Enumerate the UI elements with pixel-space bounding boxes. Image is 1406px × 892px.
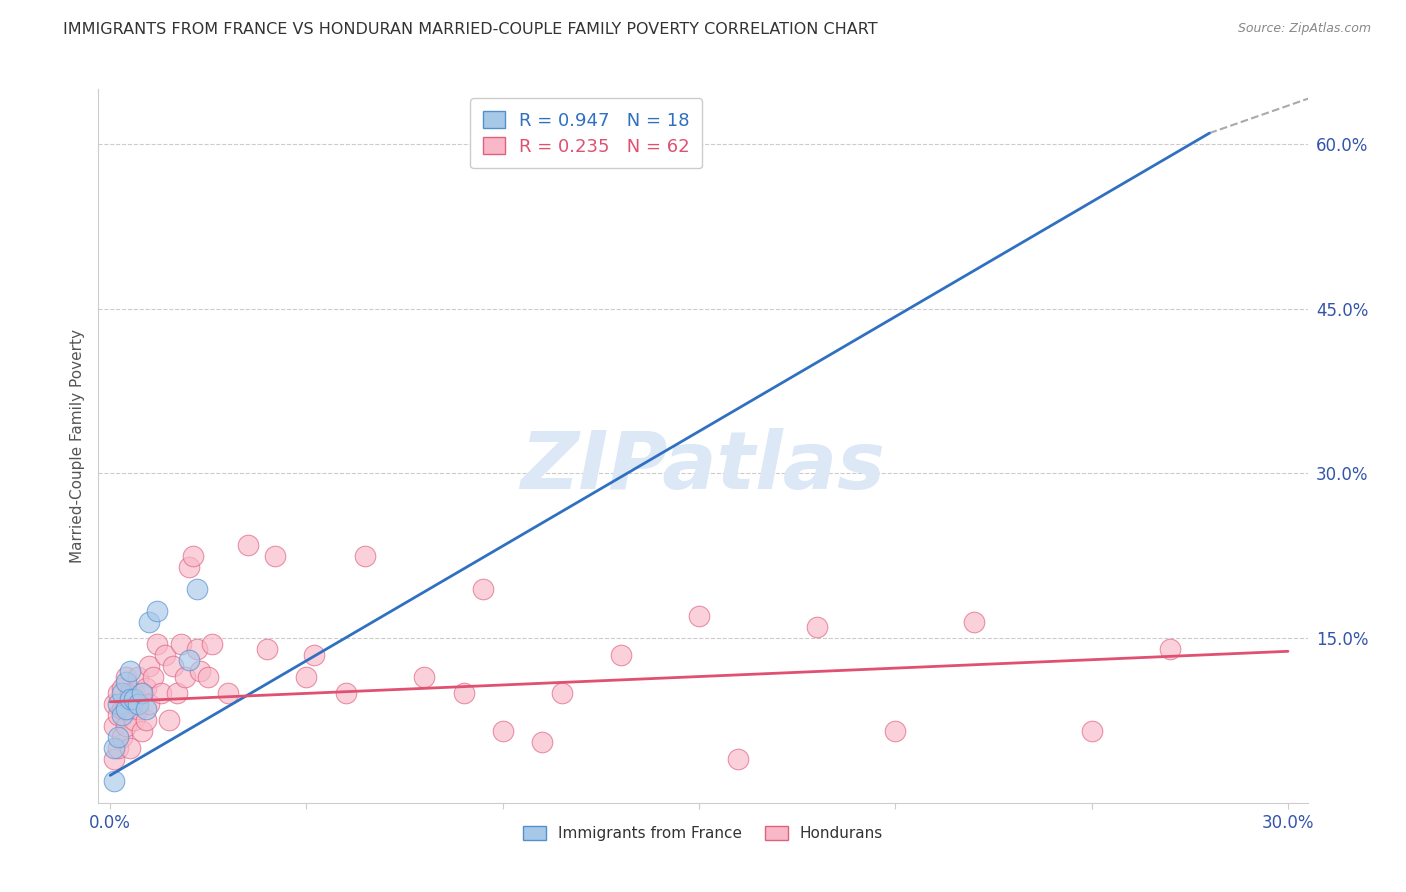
Point (146, 637, 169, 651)
Point (727, 752, 749, 766)
Point (122, 714, 145, 728)
Point (173, 669, 195, 683)
Point (1080, 724, 1102, 739)
Point (118, 691, 141, 706)
Point (181, 549, 204, 563)
Point (295, 669, 318, 683)
Point (127, 669, 149, 683)
Point (122, 691, 145, 706)
Point (131, 724, 153, 739)
Point (118, 664, 141, 678)
Point (157, 714, 180, 728)
Point (142, 669, 165, 683)
Point (150, 686, 173, 700)
Point (304, 648, 326, 662)
Point (413, 669, 436, 683)
Point (135, 681, 157, 695)
Point (354, 549, 377, 563)
Point (107, 740, 129, 755)
Point (103, 740, 125, 755)
Point (138, 658, 160, 673)
Point (111, 702, 134, 716)
Point (135, 702, 157, 716)
Point (138, 697, 160, 711)
Point (127, 697, 149, 711)
Point (963, 615, 986, 629)
Point (201, 637, 224, 651)
Point (186, 582, 208, 596)
Point (118, 740, 141, 755)
Point (127, 702, 149, 716)
Point (453, 686, 475, 700)
Point (1159, 642, 1181, 657)
Point (236, 538, 259, 552)
Point (118, 686, 141, 700)
Point (122, 686, 145, 700)
Point (138, 615, 160, 629)
Point (107, 708, 129, 723)
Point (115, 719, 138, 733)
Point (806, 620, 828, 634)
Point (115, 669, 138, 683)
Point (550, 686, 572, 700)
Point (531, 735, 554, 749)
Point (197, 669, 219, 683)
Point (118, 702, 141, 716)
Point (884, 724, 907, 739)
Text: ZIPatlas: ZIPatlas (520, 428, 886, 507)
Point (177, 653, 200, 667)
Point (111, 681, 134, 695)
Point (146, 604, 169, 618)
Point (472, 582, 495, 596)
Point (688, 609, 710, 624)
Point (107, 686, 129, 700)
Point (335, 686, 357, 700)
Legend: Immigrants from France, Hondurans: Immigrants from France, Hondurans (515, 818, 891, 848)
Point (107, 730, 129, 744)
Point (153, 648, 176, 662)
Y-axis label: Married-Couple Family Poverty: Married-Couple Family Poverty (69, 329, 84, 563)
Point (111, 730, 134, 744)
Point (115, 702, 138, 716)
Point (103, 697, 125, 711)
Point (107, 697, 129, 711)
Point (103, 752, 125, 766)
Point (492, 724, 515, 739)
Point (135, 714, 157, 728)
Point (111, 686, 134, 700)
Text: IMMIGRANTS FROM FRANCE VS HONDURAN MARRIED-COUPLE FAMILY POVERTY CORRELATION CHA: IMMIGRANTS FROM FRANCE VS HONDURAN MARRI… (63, 22, 877, 37)
Point (609, 648, 631, 662)
Point (190, 664, 212, 678)
Point (186, 642, 208, 657)
Point (256, 642, 278, 657)
Point (103, 719, 125, 733)
Point (115, 675, 138, 690)
Point (131, 686, 153, 700)
Point (131, 686, 153, 700)
Text: Source: ZipAtlas.com: Source: ZipAtlas.com (1237, 22, 1371, 36)
Point (115, 697, 138, 711)
Point (103, 773, 125, 788)
Point (166, 686, 188, 700)
Point (170, 637, 193, 651)
Point (111, 708, 134, 723)
Point (162, 658, 184, 673)
Point (264, 549, 287, 563)
Point (177, 559, 200, 574)
Point (217, 686, 239, 700)
